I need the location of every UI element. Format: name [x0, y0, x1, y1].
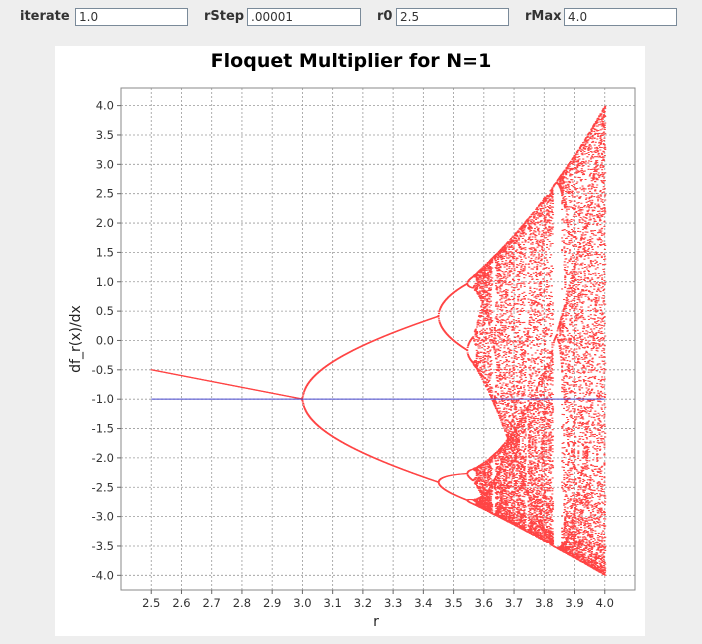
x-tick-label: 3.3: [384, 596, 402, 610]
x-tick-label: 2.8: [233, 596, 251, 610]
y-tick-label: -1.0: [92, 392, 114, 406]
rmax-input[interactable]: [564, 8, 677, 26]
x-tick-label: 3.6: [475, 596, 493, 610]
chart-title: Floquet Multiplier for N=1: [211, 50, 492, 72]
iterate-input[interactable]: [75, 8, 188, 26]
y-axis-title: df_r(x)/dx: [68, 305, 84, 373]
r0-input[interactable]: [396, 8, 509, 26]
y-tick-label: 0.5: [96, 304, 114, 318]
y-tick-label: 1.0: [96, 275, 114, 289]
x-tick-label: 2.5: [142, 596, 160, 610]
x-tick-label: 2.7: [203, 596, 221, 610]
y-tick-label: 0.0: [96, 333, 114, 347]
rmax-label: rMax: [525, 9, 562, 24]
y-tick-label: 3.5: [96, 128, 114, 142]
parameter-toolbar: iterate rStep r0 rMax: [0, 0, 702, 34]
y-tick-label: -2.5: [92, 480, 114, 494]
rstep-input[interactable]: [247, 8, 361, 26]
y-tick-label: 4.0: [96, 99, 114, 113]
y-tick-label: 2.5: [96, 187, 114, 201]
x-tick-label: 3.7: [505, 596, 523, 610]
x-tick-label: 3.5: [444, 596, 462, 610]
x-tick-label: 2.9: [263, 596, 281, 610]
iterate-label: iterate: [20, 9, 70, 24]
y-tick-label: -4.0: [92, 568, 114, 582]
y-tick-label: 2.0: [96, 216, 114, 230]
x-tick-label: 2.6: [172, 596, 190, 610]
y-tick-label: -1.5: [92, 422, 114, 436]
floquet-multiplier-series: [150, 105, 607, 576]
data-layer: [150, 105, 607, 576]
x-tick-label: 3.4: [414, 596, 432, 610]
y-tick-label: -3.0: [92, 510, 114, 524]
x-axis-title: r: [373, 614, 379, 630]
y-tick-label: -2.0: [92, 451, 114, 465]
y-tick-label: 3.0: [96, 157, 114, 171]
rstep-label: rStep: [204, 9, 245, 24]
tick-layer: 2.5 2.6 2.7 2.8 2.9 3.0 3.1 3.2 3.3 3.4 3.5 3.6 3.7 3…: [92, 99, 614, 610]
plot-frame: [120, 87, 636, 591]
plot-panel: Floquet Multiplier for N=1 2.5 2.6 2.7 2.8 2…: [55, 46, 645, 636]
x-tick-label: 3.0: [293, 596, 311, 610]
y-tick-label: -3.5: [92, 539, 114, 553]
x-tick-label: 3.1: [323, 596, 341, 610]
y-tick-label: 1.5: [96, 245, 114, 259]
x-tick-label: 3.2: [354, 596, 372, 610]
x-tick-label: 3.8: [535, 596, 553, 610]
y-tick-label: -0.5: [92, 363, 114, 377]
x-tick-label: 4.0: [596, 596, 614, 610]
floquet-chart: Floquet Multiplier for N=1 2.5 2.6 2.7 2.8 2…: [68, 50, 636, 630]
x-tick-label: 3.9: [565, 596, 583, 610]
r0-label: r0: [377, 9, 393, 24]
